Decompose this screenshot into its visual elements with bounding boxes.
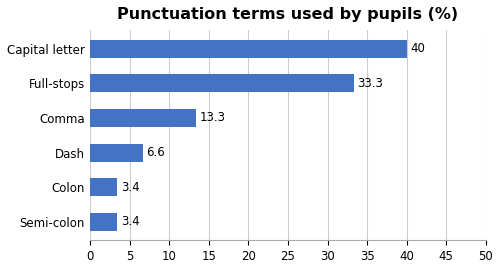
Bar — [90, 144, 142, 161]
Text: 33.3: 33.3 — [358, 77, 384, 90]
Text: 40: 40 — [410, 42, 426, 55]
Bar — [90, 178, 118, 196]
Text: 3.4: 3.4 — [121, 181, 140, 194]
Text: 6.6: 6.6 — [146, 146, 166, 159]
Title: Punctuation terms used by pupils (%): Punctuation terms used by pupils (%) — [118, 7, 458, 22]
Bar — [90, 213, 118, 231]
Bar — [90, 40, 406, 58]
Text: 13.3: 13.3 — [200, 112, 226, 124]
Bar — [90, 109, 196, 127]
Bar — [90, 74, 354, 92]
Text: 3.4: 3.4 — [121, 215, 140, 228]
